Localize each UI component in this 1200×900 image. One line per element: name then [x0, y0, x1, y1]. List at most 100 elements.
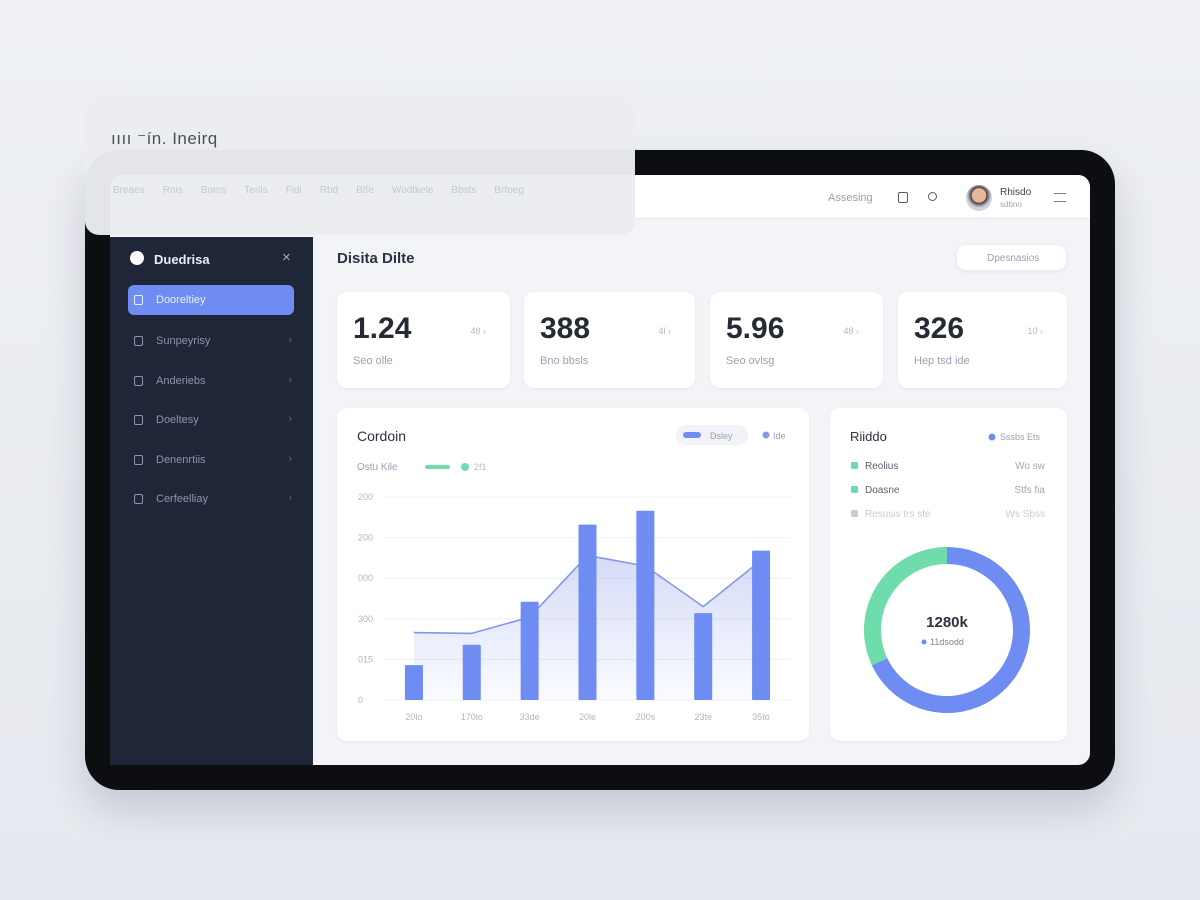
- overlay-nav: Breaes Rnis Boms Terils Fidi Rbd Btfe Wodtkele B…: [113, 185, 524, 196]
- stat-label: Seo olle: [353, 355, 393, 367]
- overlay-nav-item[interactable]: Wodtkele: [391, 185, 434, 196]
- chevron: ›: [288, 452, 292, 465]
- row-label: Resusis trs ste: [865, 509, 931, 520]
- sidebar-icon: [134, 375, 143, 386]
- x-tick-label: 33de: [520, 712, 540, 722]
- donut-center-label: 11dsodd: [930, 637, 964, 647]
- row-value: Stfs fia: [1014, 485, 1045, 496]
- sidebar-label: Doeltesy: [156, 414, 199, 426]
- search-icon[interactable]: [928, 192, 937, 201]
- bar: [462, 644, 481, 700]
- x-tick-label: 20lo: [405, 712, 422, 722]
- chevron: ›: [288, 334, 292, 346]
- stat-card: 5.96 Seo ovlsg 48 ›: [710, 292, 883, 388]
- row-swatch: [851, 510, 858, 517]
- stat-change: 4l ›: [658, 326, 671, 336]
- sidebar-item[interactable]: Denenrtiis ›: [128, 445, 294, 475]
- menu-icon[interactable]: [1054, 193, 1066, 202]
- bar: [404, 665, 423, 700]
- sidebar-item[interactable]: Sunpeyrisy ›: [128, 326, 294, 356]
- donut-center-value: 1280k: [926, 614, 968, 631]
- x-tick-label: 20le: [579, 712, 596, 722]
- close-button[interactable]: ×: [282, 249, 291, 266]
- avatar[interactable]: [966, 185, 992, 211]
- row-label: Reolius: [865, 461, 898, 472]
- legend-dot: [461, 463, 469, 471]
- bar: [694, 613, 713, 700]
- chevron: ›: [288, 492, 292, 504]
- legend-note: 2f1: [474, 462, 487, 472]
- x-tick-label: 35to: [752, 712, 770, 722]
- y-tick-label: 200: [358, 492, 373, 502]
- stat-value: 388: [540, 312, 591, 345]
- search-label[interactable]: Assesing: [828, 192, 873, 204]
- stat-card: 326 Hep tsd ide 10 ›: [898, 292, 1067, 388]
- sidebar-label: Anderiebs: [156, 374, 206, 387]
- sidebar-label: Cerfeelliay: [156, 493, 208, 505]
- overlay-nav-item[interactable]: Rnis: [162, 185, 183, 196]
- stat-value: 326: [914, 312, 965, 345]
- sidebar-item[interactable]: Anderiebs ›: [128, 366, 294, 396]
- stat-value: 1.24: [353, 312, 412, 345]
- x-tick-label: 23te: [694, 712, 712, 722]
- brand-logo: [130, 251, 144, 265]
- donut-segment: [864, 547, 947, 666]
- legend-line-swatch: [425, 465, 450, 469]
- sidebar-item[interactable]: Cerfeelliay ›: [128, 484, 294, 514]
- stat-change: 48 ›: [843, 326, 859, 336]
- overlay-nav-item[interactable]: Terils: [244, 185, 268, 196]
- action-button[interactable]: Dpesnasios: [956, 244, 1067, 271]
- overlay-nav-item[interactable]: Bbsts: [451, 185, 477, 196]
- stat-label: Hep tsd ide: [914, 355, 970, 367]
- overlay-nav-item[interactable]: Fidi: [285, 185, 302, 196]
- row-label: Doasne: [865, 485, 900, 496]
- x-tick-label: 170lo: [461, 712, 483, 722]
- page-title: Disita Dilte: [337, 250, 415, 267]
- sidebar-item[interactable]: Doeltesy ›: [128, 405, 294, 435]
- sidebar-item[interactable]: Dooreltiey: [128, 285, 294, 315]
- stat-change: 48 ›: [470, 326, 486, 336]
- legend-label: Sssbs Ets: [1000, 432, 1041, 442]
- overlay-panel: ıııı ⁻ín. Ineirq Breaes Rnis Boms Terils Fid…: [85, 97, 635, 235]
- sidebar-icon: [134, 336, 143, 346]
- legend-pill[interactable]: [676, 425, 748, 445]
- chart-title: Riiddo: [850, 429, 887, 444]
- donut-card: [830, 408, 1067, 741]
- legend-label: Dsley: [710, 431, 733, 441]
- y-tick-label: 300: [358, 614, 373, 624]
- stat-label: Bno bbsls: [540, 355, 589, 367]
- stat-label: Seo ovlsg: [726, 355, 775, 367]
- sidebar-label: Dooreltiey: [156, 294, 206, 306]
- sidebar-label: Sunpeyrisy: [156, 335, 211, 347]
- row-swatch: [851, 462, 858, 469]
- stat-card: 388 Bno bbsls 4l ›: [524, 292, 695, 388]
- sidebar-icon: [134, 454, 143, 465]
- notification-icon[interactable]: [898, 192, 908, 203]
- overlay-nav-item[interactable]: Brfoeg: [494, 185, 524, 196]
- sidebar-label: Denenrtiis: [156, 453, 206, 466]
- sidebar-icon: [134, 494, 143, 504]
- overlay-nav-item[interactable]: Boms: [200, 185, 227, 196]
- row-value: Ws Sbss: [1006, 509, 1045, 520]
- brand-name: Duedrisa: [154, 252, 210, 267]
- sidebar: Duedrisa ×: [110, 237, 313, 765]
- row-swatch: [851, 486, 858, 493]
- overlay-nav-item[interactable]: Breaes: [113, 185, 145, 196]
- bar: [578, 524, 597, 700]
- overlay-nav-item[interactable]: Btfe: [356, 185, 374, 196]
- legend-label: Ide: [773, 431, 786, 441]
- stat-change: 10 ›: [1027, 326, 1043, 336]
- overlay-nav-item[interactable]: Rbd: [319, 185, 339, 196]
- x-tick-label: 200s: [636, 712, 656, 722]
- donut-center-dot: [921, 639, 927, 645]
- bar: [636, 510, 655, 700]
- stat-value: 5.96: [726, 312, 785, 345]
- y-tick-label: 015: [358, 654, 373, 664]
- legend-swatch: [762, 431, 770, 439]
- chart-title: Cordoin: [357, 428, 406, 444]
- y-tick-label: 000: [358, 573, 373, 583]
- chart-subtitle: Ostu Kile: [357, 462, 398, 473]
